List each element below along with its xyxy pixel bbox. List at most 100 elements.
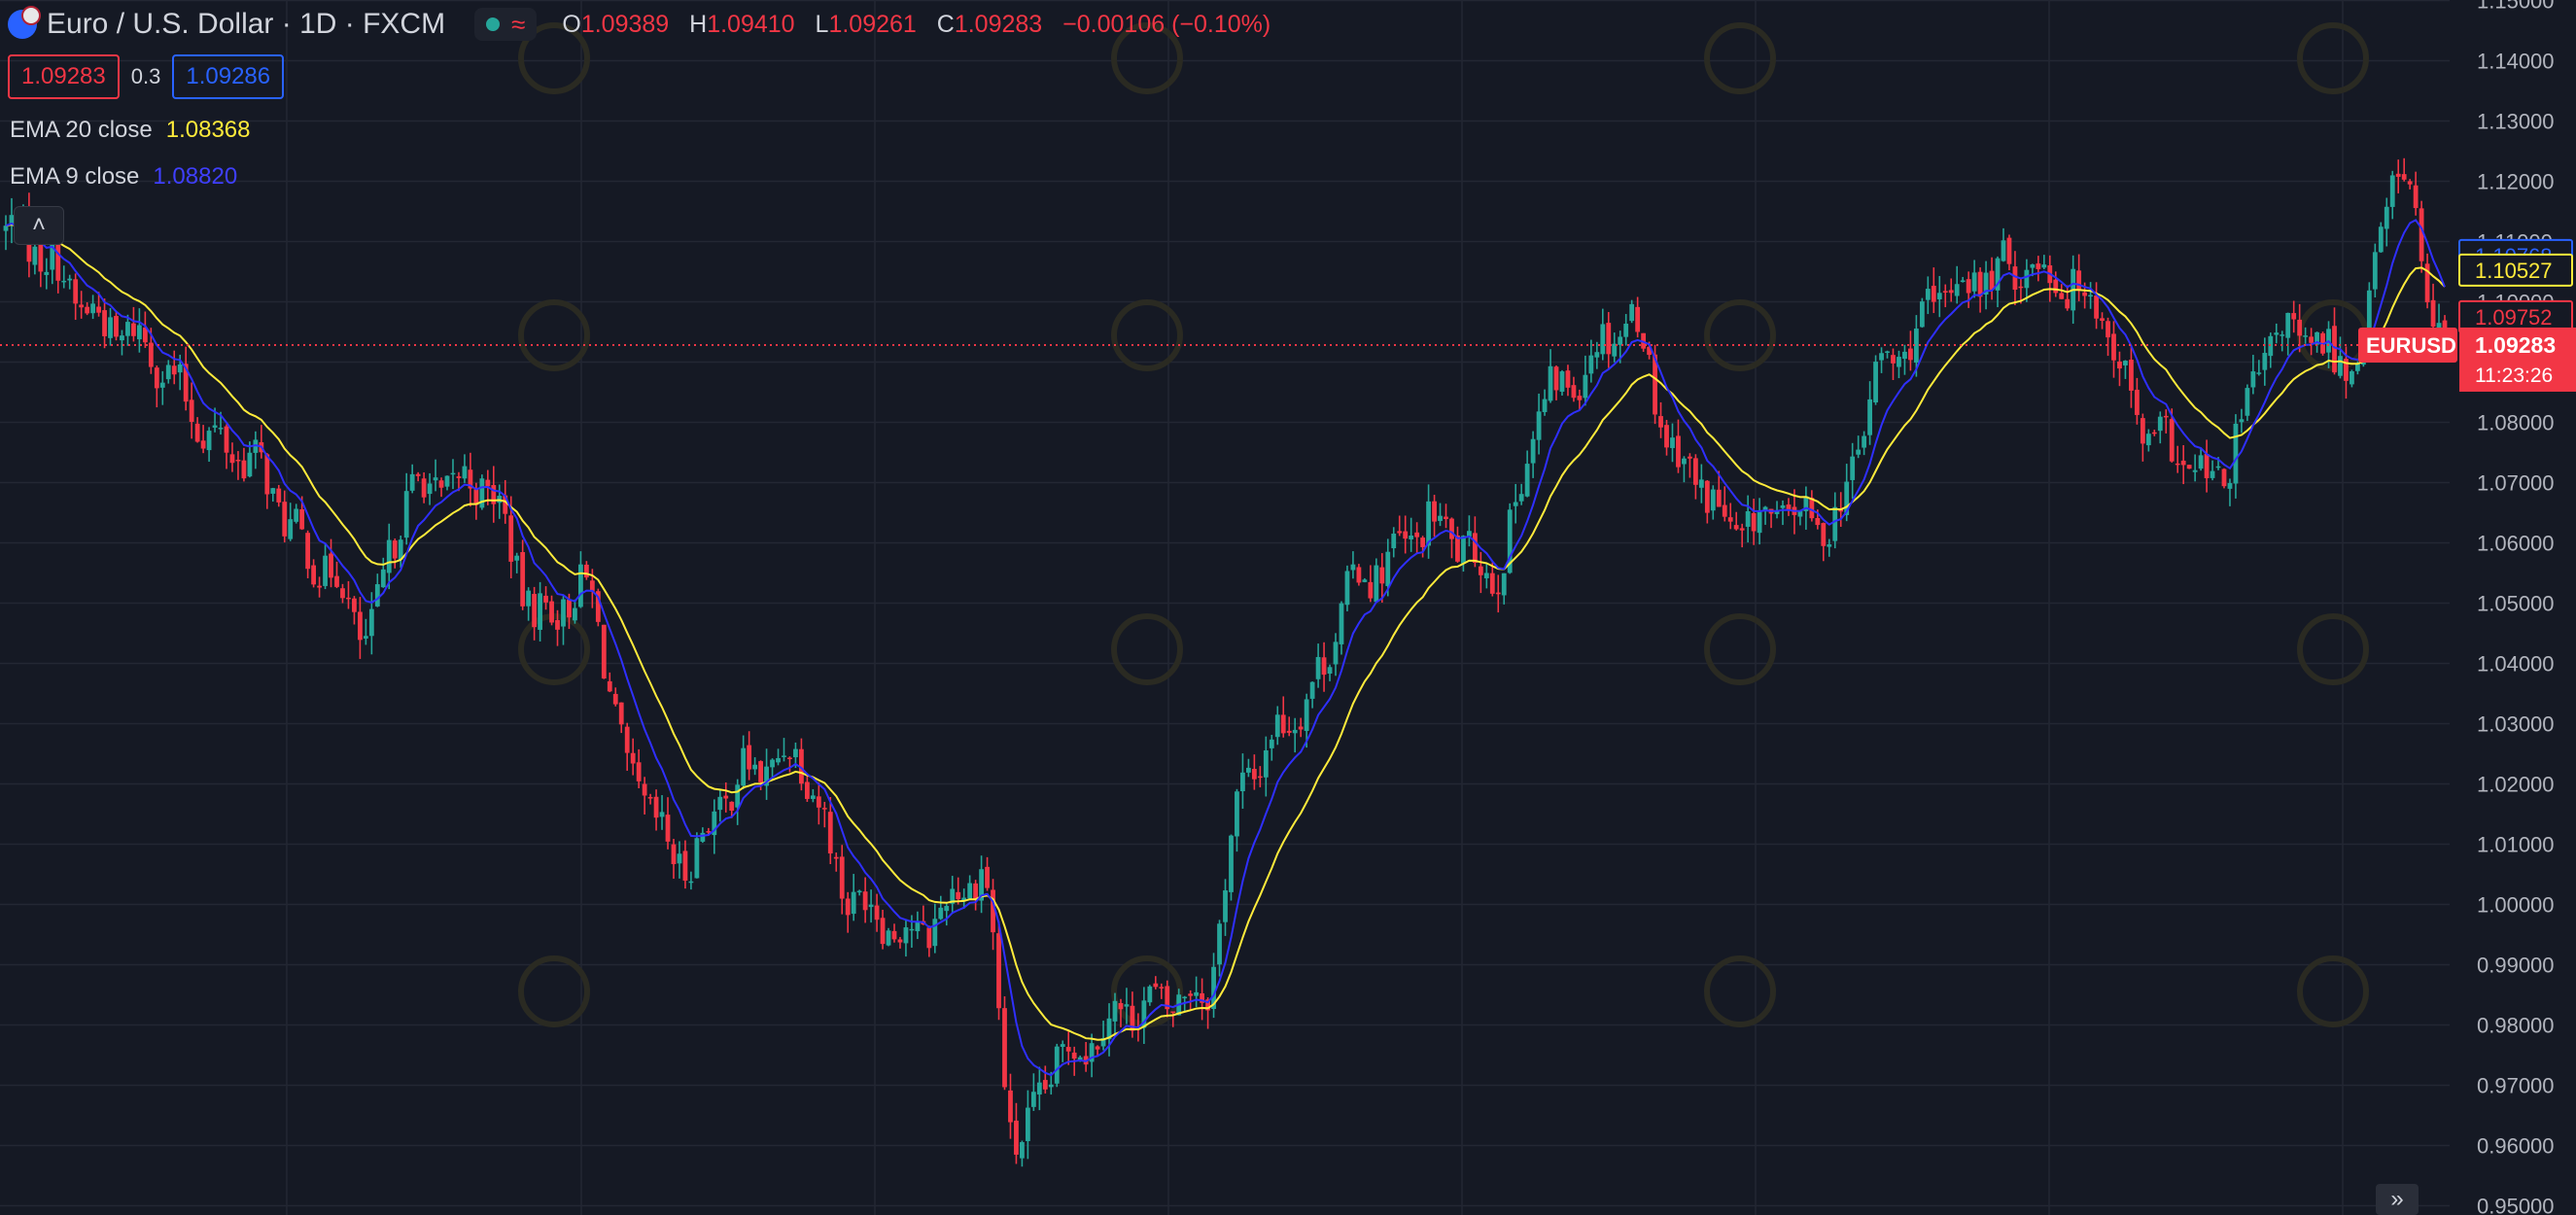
candle — [1850, 442, 1856, 500]
candle — [1141, 987, 1147, 1045]
candle — [1989, 257, 1995, 300]
candle — [880, 910, 886, 950]
scroll-to-realtime-button[interactable]: » — [2376, 1184, 2419, 1215]
candle — [868, 889, 874, 923]
collapse-legend-button[interactable]: ˄ — [14, 206, 64, 245]
candle — [44, 258, 50, 290]
candle — [1432, 495, 1437, 538]
buy-button[interactable]: 1.09286 — [172, 54, 285, 99]
symbol-title[interactable]: Euro / U.S. Dollar · 1D · FXCM — [47, 8, 446, 40]
candle — [642, 777, 647, 815]
price-marker-label: 1.09752 — [2458, 299, 2573, 333]
price-tick-label: 1.12000 — [2477, 170, 2555, 194]
watermark-logo-icon — [1111, 22, 1183, 94]
candle — [1002, 996, 1007, 1091]
candle — [1867, 381, 1872, 445]
candle — [61, 265, 67, 289]
candle — [2338, 336, 2343, 379]
candle — [891, 923, 897, 943]
candle — [1908, 330, 1913, 371]
candle — [1583, 355, 1588, 406]
candle — [1536, 393, 1542, 455]
candle — [1409, 517, 1414, 552]
candle — [1235, 788, 1239, 852]
candle — [358, 597, 363, 659]
candle — [1368, 565, 1374, 603]
candle — [1513, 483, 1518, 524]
candle — [288, 503, 294, 541]
candle — [1344, 565, 1350, 611]
candle — [1507, 503, 1513, 574]
watermark-logo-icon — [2297, 955, 2369, 1027]
candle — [1676, 419, 1681, 473]
candle — [159, 370, 165, 405]
candle — [1682, 456, 1687, 483]
candle — [462, 454, 468, 483]
candle — [2285, 312, 2291, 356]
candle — [1809, 490, 1815, 522]
ema-9-legend[interactable]: EMA 9 close 1.08820 — [10, 163, 237, 191]
price-axis[interactable]: 1.150001.140001.130001.120001.110001.100… — [2450, 0, 2576, 1215]
candle — [538, 581, 542, 642]
price-marker-label: 1.10527 — [2458, 253, 2573, 287]
candle — [1821, 522, 1827, 562]
price-tick-label: 1.14000 — [2477, 50, 2555, 74]
svg-text:EURUSD: EURUSD — [2366, 333, 2456, 358]
candle — [839, 845, 845, 915]
candle — [2192, 454, 2198, 482]
market-open-dot-icon — [486, 17, 501, 31]
candle — [543, 586, 548, 610]
candle — [833, 852, 839, 872]
candle — [915, 911, 921, 940]
candle — [1426, 484, 1431, 559]
last-price-label: EURUSD 1.09283 11:23:26 — [2358, 327, 2576, 392]
candle — [1757, 498, 1762, 545]
candle — [1891, 348, 1896, 381]
candle — [2245, 384, 2250, 422]
candle — [2059, 284, 2065, 299]
price-tick-label: 1.03000 — [2477, 712, 2555, 737]
ema-20-legend[interactable]: EMA 20 close 1.08368 — [10, 117, 251, 144]
candle — [142, 311, 148, 348]
candle — [979, 855, 984, 914]
candle — [194, 417, 200, 443]
eur-usd-flags-icon[interactable] — [8, 6, 41, 39]
candle — [1379, 553, 1385, 603]
candle — [1664, 419, 1669, 456]
candle — [2430, 283, 2436, 336]
candle — [1913, 315, 1919, 377]
watermark-logo-icon — [518, 299, 590, 371]
candle — [1309, 681, 1315, 709]
candle — [1524, 450, 1530, 498]
open-value: 1.09389 — [580, 10, 670, 38]
candle — [1948, 278, 1954, 302]
candle — [1420, 536, 1426, 558]
status-pill[interactable]: ≈ — [474, 8, 538, 41]
candle — [1897, 350, 1901, 379]
candle — [2274, 323, 2280, 344]
candle — [1862, 431, 1867, 456]
sell-button[interactable]: 1.09283 — [8, 54, 120, 99]
candle — [1977, 267, 1983, 313]
candle — [363, 618, 368, 645]
candle — [688, 871, 694, 890]
candle — [799, 738, 804, 791]
candle — [1251, 754, 1257, 790]
candle — [96, 292, 101, 317]
candle — [1856, 435, 1862, 459]
candle — [618, 702, 624, 734]
ohlc-values: O1.09389 H1.09410 L1.09261 C1.09283 −0.0… — [562, 11, 1271, 39]
candle — [334, 561, 339, 589]
candle — [845, 891, 851, 933]
candle — [2332, 307, 2337, 375]
candle — [1095, 1045, 1100, 1057]
candle — [102, 298, 107, 349]
candle — [1444, 503, 1448, 529]
candle — [386, 523, 392, 590]
watermark-logo-icon — [2297, 22, 2369, 94]
candle — [2198, 448, 2204, 471]
candle — [2134, 377, 2140, 425]
candle — [392, 538, 398, 569]
candle — [1478, 551, 1483, 594]
